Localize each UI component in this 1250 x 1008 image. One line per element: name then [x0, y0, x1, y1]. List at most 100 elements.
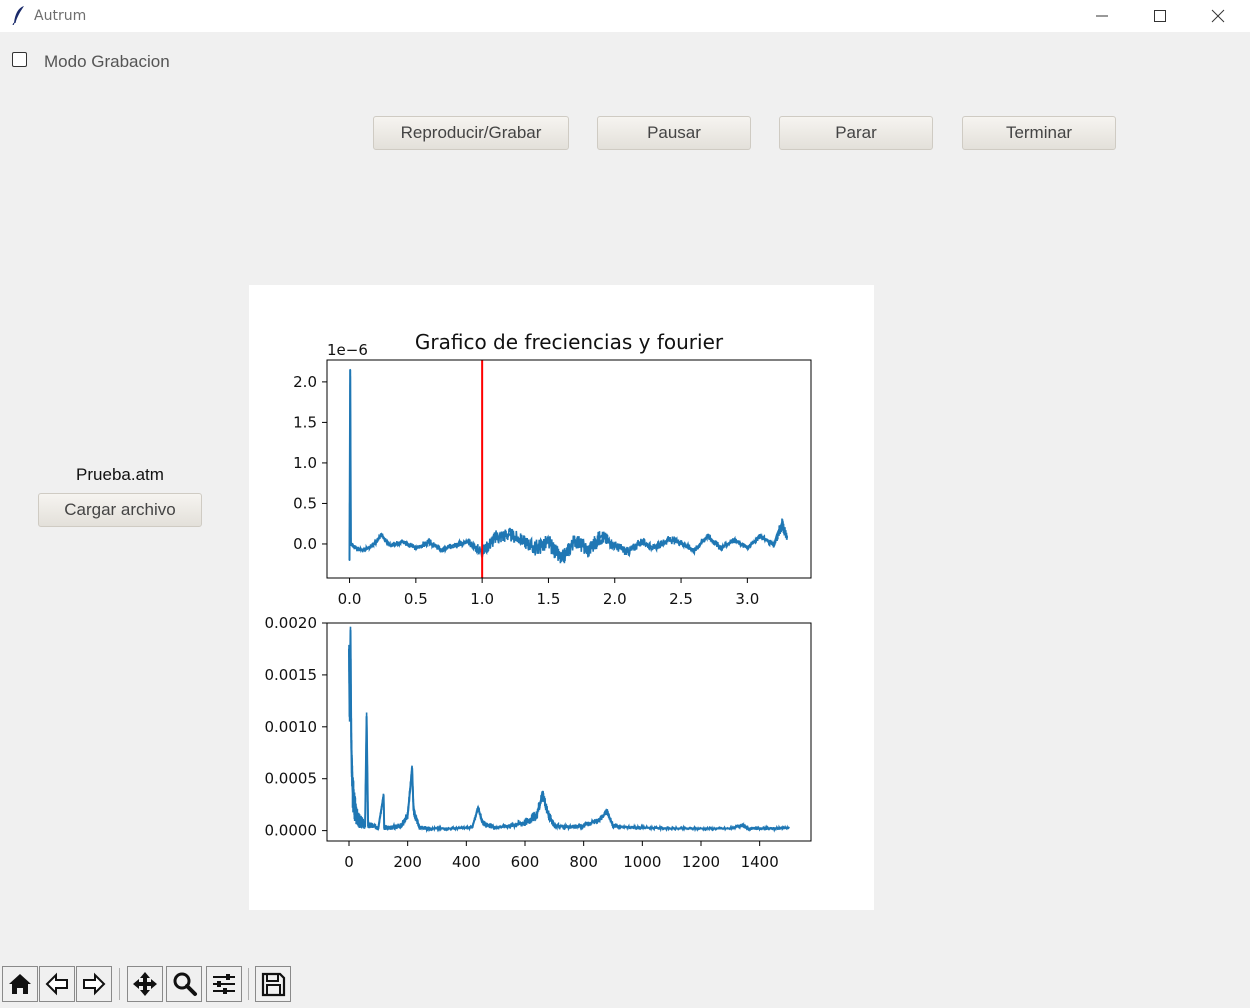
waveform-data-point	[355, 547, 357, 549]
fourier-data-point	[509, 824, 512, 827]
configure-subplots-button[interactable]	[206, 966, 242, 1002]
waveform-data-point	[640, 540, 643, 543]
fourier-data-point	[626, 826, 629, 829]
fourier-x-tick-label: 800	[569, 853, 598, 871]
fourier-data-point	[747, 827, 749, 830]
fourier-chart: 0 200 400 600 800 1000 1200 1400 0.0000 0.0005 0.0…	[265, 614, 812, 871]
fourier-data-point	[773, 827, 776, 830]
fourier-data-point	[349, 629, 352, 632]
fourier-series-band	[348, 626, 790, 834]
back-button[interactable]	[39, 966, 75, 1002]
file-name-label: Prueba.atm	[76, 465, 164, 484]
pause-button[interactable]: Pausar	[597, 116, 751, 150]
waveform-data-point	[706, 535, 709, 537]
fourier-x-tick-label: 0	[344, 853, 354, 871]
waveform-data-point	[733, 539, 735, 541]
finish-button[interactable]: Terminar	[962, 116, 1116, 150]
fourier-y-tick-label: 0.0005	[265, 770, 318, 788]
minimize-button[interactable]	[1073, 0, 1131, 32]
zoom-button[interactable]	[166, 966, 202, 1002]
pan-button[interactable]	[127, 966, 163, 1002]
fourier-data-point	[383, 826, 385, 829]
toolbar-separator	[119, 968, 120, 1000]
fourier-data-point	[364, 824, 366, 827]
waveform-data-point	[350, 543, 352, 545]
waveform-data-point	[401, 540, 404, 543]
fourier-series-line	[348, 630, 790, 830]
waveform-x-tick-label: 3.0	[735, 590, 759, 608]
fourier-data-point	[670, 827, 673, 830]
forward-button[interactable]	[76, 966, 112, 1002]
save-button[interactable]	[255, 966, 291, 1002]
fourier-data-point	[355, 814, 358, 816]
fourier-x-tick-label: 600	[511, 853, 540, 871]
waveform-data-point	[547, 541, 550, 544]
figure: Grafico de freciencias y fourier 1e−6 0.…	[265, 330, 812, 871]
waveform-data-point	[534, 547, 536, 549]
fourier-data-point	[348, 648, 350, 650]
fourier-data-point	[758, 827, 761, 830]
waveform-x-tick-label: 0.5	[404, 590, 428, 608]
record-mode-label: Modo Grabacion	[44, 52, 170, 71]
waveform-data-point	[746, 547, 749, 549]
fourier-y-tick-label: 0.0020	[265, 614, 318, 632]
fourier-y-tick-label: 0.0000	[265, 822, 318, 840]
record-mode-checkbox[interactable]	[12, 52, 27, 67]
fourier-data-point	[524, 821, 526, 824]
toolbar-separator	[248, 968, 249, 1000]
fourier-data-point	[367, 824, 369, 827]
waveform-data-point	[720, 547, 722, 549]
fourier-data-point	[377, 826, 380, 829]
fourier-data-point	[597, 819, 600, 822]
fourier-y-tick-label: 0.0015	[265, 666, 318, 684]
fourier-data-point	[477, 806, 479, 809]
fourier-data-point	[582, 824, 585, 827]
minimize-icon	[1096, 15, 1108, 17]
fourier-data-point	[382, 794, 385, 797]
waveform-y-tick-label: 2.0	[293, 373, 317, 391]
waveform-y-tick-label: 1.0	[293, 454, 317, 472]
waveform-data-point	[494, 536, 497, 539]
fourier-data-point	[641, 826, 644, 829]
fourier-data-point	[541, 793, 544, 796]
waveform-data-point	[600, 535, 603, 537]
waveform-data-point	[454, 543, 457, 545]
fourier-x-tick-label: 1200	[682, 853, 720, 871]
fourier-data-point	[418, 826, 421, 829]
stop-button[interactable]: Parar	[779, 116, 933, 150]
fourier-data-point	[414, 814, 416, 816]
feather-icon	[12, 6, 24, 25]
close-button[interactable]	[1189, 0, 1247, 32]
fourier-y-tick-label: 0.0010	[265, 718, 318, 736]
fourier-data-point	[350, 746, 353, 749]
fourier-data-point	[430, 827, 432, 830]
fourier-x-tick-label: 1000	[623, 853, 661, 871]
waveform-series-band	[348, 369, 788, 564]
fourier-data-point	[370, 824, 372, 827]
waveform-data-point	[415, 547, 417, 549]
fourier-data-point	[471, 826, 473, 829]
waveform-data-point	[587, 549, 590, 552]
offset-label: 1e−6	[327, 341, 368, 359]
play-record-button[interactable]: Reproducir/Grabar	[373, 116, 569, 150]
waveform-x-tick-label: 2.5	[669, 590, 693, 608]
back-icon	[45, 972, 68, 996]
configure-subplots-icon	[213, 974, 235, 994]
waveform-data-point	[773, 544, 775, 547]
fourier-data-point	[351, 788, 354, 790]
fourier-data-point	[568, 826, 570, 829]
waveform-data-point	[368, 546, 371, 549]
fourier-data-point	[353, 803, 356, 806]
waveform-data-point	[349, 368, 352, 371]
fourier-data-point	[535, 814, 538, 816]
fourier-data-point	[700, 827, 702, 830]
waveform-y-tick-label: 0.5	[293, 494, 317, 512]
pan-icon	[133, 972, 157, 996]
waveform-data-point	[348, 559, 351, 561]
load-file-button[interactable]: Cargar archivo	[38, 493, 202, 527]
maximize-button[interactable]	[1131, 0, 1189, 32]
forward-icon	[83, 972, 106, 996]
fourier-data-point	[412, 809, 415, 811]
plot-canvas[interactable]: Grafico de freciencias y fourier 1e−6 0.…	[249, 285, 874, 910]
home-button[interactable]	[2, 966, 38, 1002]
